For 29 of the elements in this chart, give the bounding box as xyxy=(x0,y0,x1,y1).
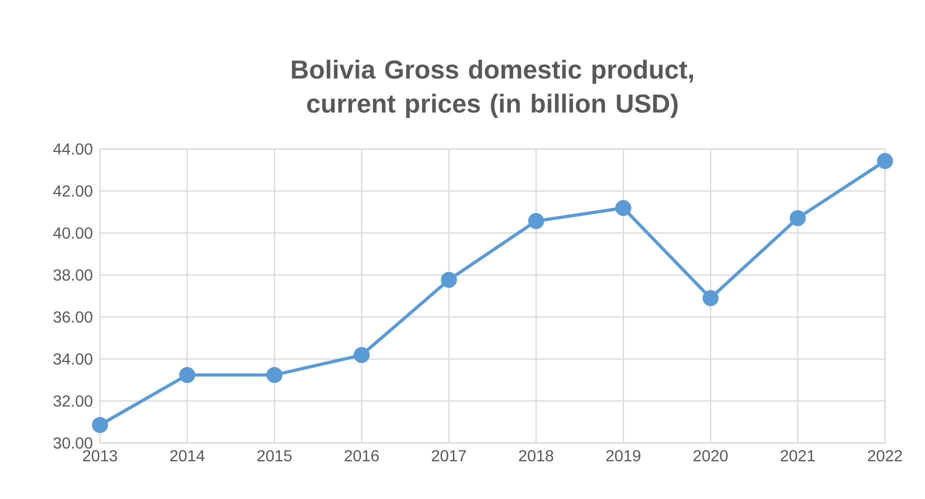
x-tick-label: 2016 xyxy=(344,450,379,462)
x-tick-label: 2013 xyxy=(83,450,118,462)
point xyxy=(179,366,196,383)
point xyxy=(615,200,632,216)
point xyxy=(702,290,719,306)
point xyxy=(440,272,457,288)
chart-title: Bolivia Gross domestic product, current prices (in billion USD) xyxy=(292,60,693,118)
x-tick-label: 2015 xyxy=(257,450,292,462)
x-tick-label: 2017 xyxy=(432,450,466,462)
y-tick-label: 30.00 xyxy=(53,437,92,449)
y-tick-label: 42.00 xyxy=(53,185,92,197)
x-tick-label: 2021 xyxy=(780,450,815,462)
point xyxy=(92,416,108,433)
point xyxy=(528,213,544,230)
x-tick-label: 2020 xyxy=(694,450,728,462)
point xyxy=(790,210,806,226)
y-tick-label: 44.00 xyxy=(53,143,92,155)
y-tick-label: 34.00 xyxy=(53,353,92,365)
x-tick-label: 2018 xyxy=(519,450,554,462)
x-tick-label: 2019 xyxy=(606,450,640,462)
y-tick-label: 38.00 xyxy=(53,269,92,281)
x-tick-label: 2022 xyxy=(868,450,902,462)
point xyxy=(266,366,282,383)
point xyxy=(876,152,893,169)
y-tick-label: 40.00 xyxy=(53,227,92,239)
point xyxy=(354,347,370,364)
y-tick-label: 32.00 xyxy=(53,395,92,407)
y-tick-label: 36.00 xyxy=(53,311,92,323)
x-tick-label: 2014 xyxy=(170,450,205,462)
